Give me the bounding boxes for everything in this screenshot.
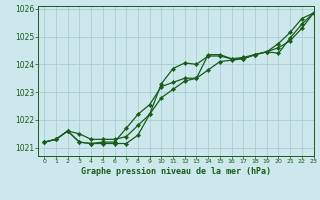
X-axis label: Graphe pression niveau de la mer (hPa): Graphe pression niveau de la mer (hPa) bbox=[81, 167, 271, 176]
